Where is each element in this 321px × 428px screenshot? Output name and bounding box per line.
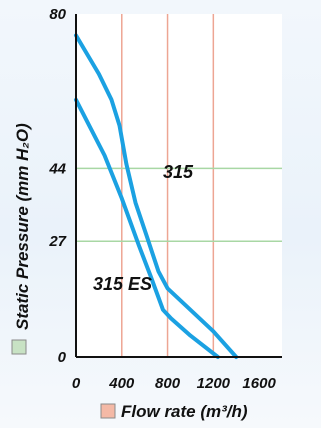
y-tick-label: 80 <box>49 6 66 23</box>
x-tick-labels: 0 400 800 1200 1600 <box>72 375 277 392</box>
x-tick-label: 0 <box>72 375 81 392</box>
x-tick-label: 400 <box>108 375 135 392</box>
y-tick-label: 44 <box>48 160 66 177</box>
x-axis-legend-swatch <box>100 403 116 419</box>
series-line-315 <box>74 33 239 359</box>
series-lines <box>74 33 239 359</box>
vertical-gridlines <box>121 14 215 357</box>
x-tick-label: 1200 <box>197 375 231 392</box>
x-axis-label: Flow rate (m³/h) <box>121 402 248 421</box>
x-tick-label: 800 <box>155 375 181 392</box>
x-tick-label: 1600 <box>242 375 276 392</box>
plot-area <box>76 14 282 357</box>
y-axis-label: Static Pressure (mm H₂O) <box>13 123 32 330</box>
series-label-315: 315 <box>163 162 194 182</box>
series-line-315-es <box>74 97 220 359</box>
y-tick-label: 0 <box>58 349 67 366</box>
y-tick-labels: 0 27 44 80 <box>48 6 66 366</box>
y-tick-label: 27 <box>48 233 66 250</box>
series-label-315-es: 315 ES <box>93 274 152 294</box>
y-axis-legend-swatch <box>11 339 27 355</box>
